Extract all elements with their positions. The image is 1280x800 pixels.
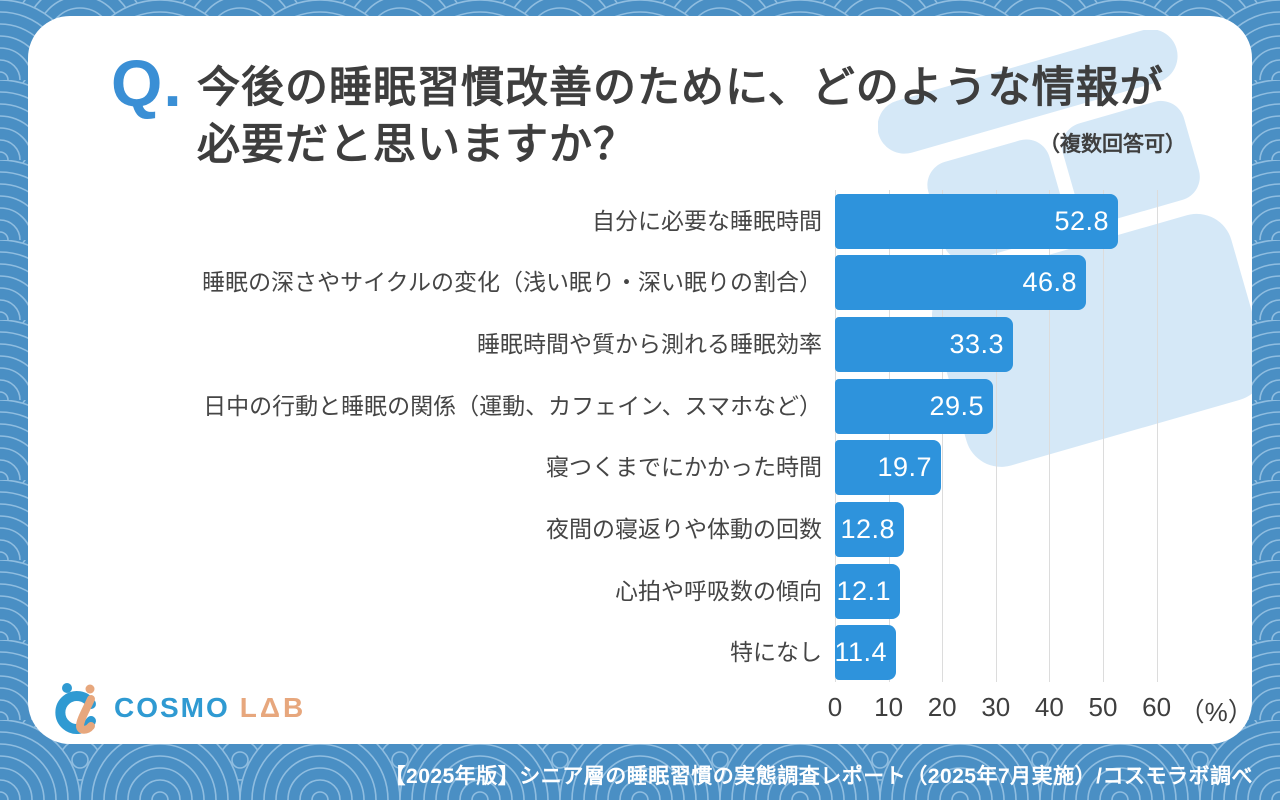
x-axis-tick-label: 20 [927, 692, 957, 722]
bar-value-label: 12.1 [836, 576, 891, 606]
bar-value-label: 33.3 [949, 329, 1004, 359]
title-line-2: 必要だと思いますか？ [197, 121, 637, 169]
bar-value-label: 29.5 [929, 391, 984, 421]
bar-value-label: 46.8 [1022, 267, 1077, 297]
gridline [835, 190, 836, 682]
category-label: 自分に必要な睡眠時間 [592, 208, 822, 234]
gridline [942, 190, 944, 682]
category-label: 睡眠の深さやサイクルの変化（浅い眠り・深い眠りの割合） [202, 269, 822, 295]
category-label: 日中の行動と睡眠の関係（運動、カフェイン、スマホなど） [203, 393, 822, 419]
gridline [1049, 190, 1051, 682]
x-axis-tick-label: 60 [1142, 692, 1172, 722]
category-label: 夜間の寝返りや体動の回数 [546, 516, 822, 542]
bar-value-label: 19.7 [877, 452, 932, 482]
category-label: 特になし [730, 639, 822, 665]
category-label: 睡眠時間や質から測れる睡眠効率 [477, 331, 822, 357]
bar: 12.1 [835, 564, 900, 619]
bar: 46.8 [835, 255, 1086, 310]
gridline [888, 190, 890, 682]
bar-value-label: 52.8 [1054, 206, 1109, 236]
bar: 52.8 [835, 194, 1118, 249]
question-mark: Q. [111, 46, 183, 120]
bar: 11.4 [834, 625, 896, 680]
x-axis-tick-label: 0 [827, 692, 843, 722]
page-title: 今後の睡眠習慣改善のために、どのような情報が 必要だと思いますか？ [197, 60, 1227, 174]
content-card: Q. 今後の睡眠習慣改善のために、どのような情報が 必要だと思いますか？ （複数… [28, 16, 1252, 744]
x-axis-tick-label: 50 [1088, 692, 1118, 722]
x-axis-unit-label: （%） [1178, 697, 1252, 727]
cosmo-lab-logo: COSMO LΔB [50, 680, 306, 736]
gridline [1103, 190, 1104, 682]
title-line-1: 今後の睡眠習慣改善のために、どのような情報が [197, 64, 1164, 112]
gridline [1156, 190, 1158, 682]
survey-source-caption: 【2025年版】シニア層の睡眠習慣の実態調査レポート（2025年7月実施）/コス… [384, 765, 1253, 788]
bar: 33.3 [835, 317, 1013, 372]
x-axis-tick-label: 30 [981, 692, 1011, 722]
cosmo-lab-logo-icon [55, 683, 96, 734]
logo-suffix-text: LΔB [239, 692, 307, 723]
category-label: 寝つくまでにかかった時間 [546, 454, 822, 480]
bar: 29.5 [835, 379, 993, 434]
x-axis-tick-label: 40 [1034, 692, 1064, 722]
bar-chart: 0 10 20 30 40 50 60 （%） 自分に必要な睡眠時間 52.8 睡眠の深さやサイクル… [28, 16, 1252, 744]
category-label: 心拍や呼吸数の傾向 [615, 578, 822, 604]
bar: 19.7 [835, 440, 941, 495]
bar-value-label: 11.4 [834, 637, 887, 667]
multiple-answers-note: （複数回答可） [1039, 133, 1186, 156]
gridline [995, 190, 997, 682]
bar: 12.8 [835, 502, 904, 557]
logo-brand-text: COSMO [114, 692, 230, 723]
bar-value-label: 12.8 [840, 514, 895, 544]
x-axis-tick-label: 10 [874, 692, 904, 722]
